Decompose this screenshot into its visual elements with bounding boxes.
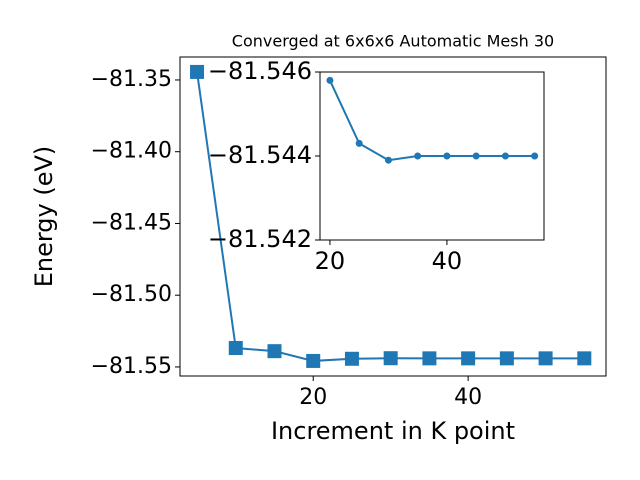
y-tick-label: −81.544: [208, 141, 312, 169]
marker: [472, 152, 480, 160]
marker: [501, 152, 509, 160]
y-tick-label: −81.546: [208, 57, 312, 85]
y-tick-label: −81.45: [91, 210, 172, 235]
x-tick-label: 20: [299, 385, 327, 410]
marker: [326, 76, 334, 84]
x-tick-label: 40: [432, 247, 463, 275]
marker: [577, 351, 592, 366]
marker: [414, 152, 422, 160]
marker: [355, 139, 363, 147]
marker: [538, 351, 553, 366]
line: [329, 79, 535, 162]
y-tick-label: −81.35: [91, 67, 172, 92]
chart-title: Converged at 6x6x6 Automatic Mesh 30: [232, 32, 554, 51]
marker: [306, 353, 321, 368]
y-tick-label: −81.542: [208, 225, 312, 253]
marker: [531, 152, 539, 160]
marker: [384, 156, 392, 164]
y-axis-label: Energy (eV): [30, 146, 58, 288]
y-tick-label: −81.55: [91, 354, 172, 379]
y-tick-label: −81.50: [91, 282, 172, 307]
marker: [267, 344, 282, 359]
x-tick-label: 20: [315, 247, 346, 275]
marker: [461, 351, 476, 366]
x-axis-label: Increment in K point: [271, 417, 515, 445]
marker: [190, 64, 205, 79]
marker: [443, 152, 451, 160]
marker: [499, 351, 514, 366]
marker: [383, 351, 398, 366]
y-tick-label: −81.40: [91, 139, 172, 164]
marker: [228, 341, 243, 356]
marker: [344, 351, 359, 366]
x-tick-label: 40: [454, 385, 482, 410]
marker: [422, 351, 437, 366]
